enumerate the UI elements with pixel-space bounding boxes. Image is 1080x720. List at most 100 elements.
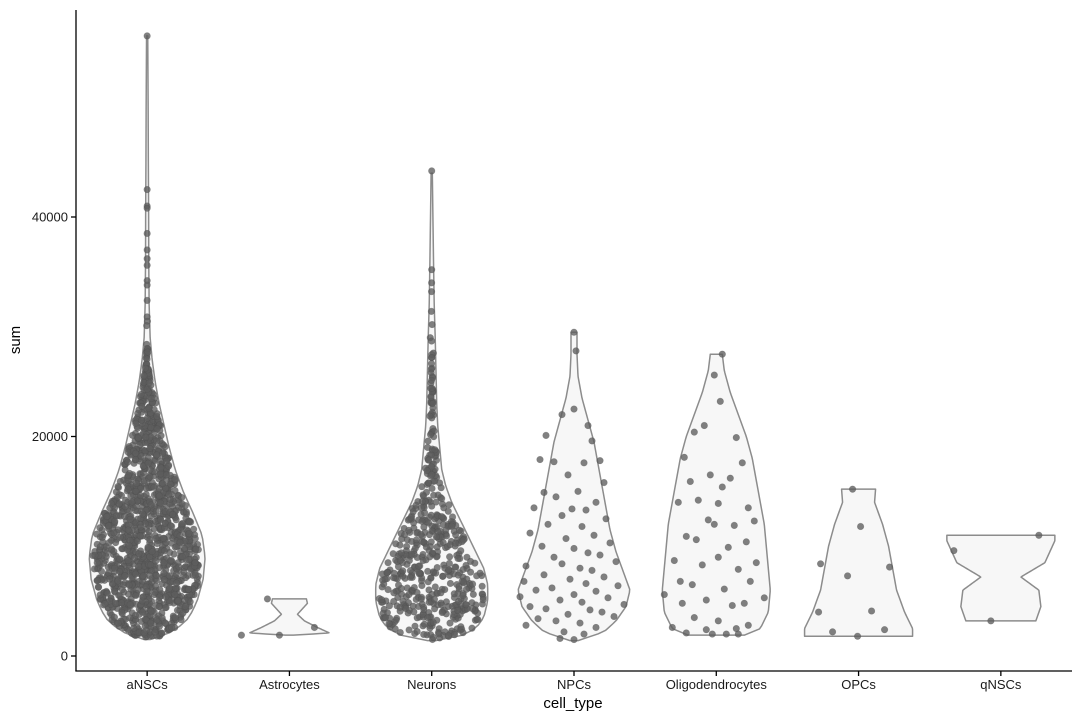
data-point: [191, 558, 199, 567]
data-point: [690, 613, 698, 622]
data-point: [165, 572, 174, 580]
data-point: [153, 437, 161, 445]
data-point: [570, 328, 578, 336]
data-point: [726, 474, 734, 482]
data-point: [413, 553, 421, 562]
x-tick-label: aNSCs: [127, 677, 169, 692]
data-point: [121, 466, 129, 474]
data-point: [424, 614, 432, 622]
data-point: [469, 590, 477, 598]
data-point: [96, 524, 104, 532]
data-point: [428, 484, 436, 493]
data-point: [437, 484, 445, 492]
data-point: [457, 547, 465, 555]
data-point: [444, 631, 452, 640]
y-tick-label: 40000: [32, 210, 68, 225]
data-point: [430, 595, 439, 603]
data-point: [147, 423, 155, 432]
data-point: [155, 622, 164, 630]
data-point: [760, 594, 768, 602]
data-point: [678, 599, 686, 607]
data-point: [172, 570, 181, 578]
data-point: [118, 608, 126, 616]
data-point: [454, 571, 462, 579]
data-point: [732, 434, 740, 442]
data-point: [167, 556, 175, 564]
data-point: [694, 496, 702, 504]
data-point: [596, 551, 604, 559]
data-point: [734, 565, 742, 573]
data-point: [426, 412, 434, 420]
data-point: [178, 519, 187, 528]
data-point: [184, 585, 193, 593]
data-point: [592, 498, 600, 506]
data-point: [146, 561, 155, 569]
data-point: [540, 488, 548, 497]
points-layer: [89, 32, 1043, 644]
data-point: [128, 498, 136, 506]
data-point: [680, 453, 688, 461]
data-point: [853, 632, 862, 640]
data-point: [538, 542, 546, 550]
data-point: [179, 609, 187, 617]
data-point: [435, 630, 443, 638]
data-point: [143, 246, 151, 254]
data-point: [142, 433, 150, 441]
data-point: [740, 599, 748, 607]
data-point: [143, 322, 151, 330]
data-point: [148, 547, 156, 556]
data-point: [550, 458, 558, 466]
data-point: [427, 353, 436, 362]
data-point: [146, 444, 154, 453]
data-point: [394, 563, 403, 571]
data-point: [744, 621, 752, 629]
data-point: [139, 572, 147, 580]
data-point: [406, 573, 414, 581]
data-point: [114, 577, 122, 585]
data-point: [143, 281, 151, 289]
data-point: [398, 535, 406, 543]
data-point: [161, 619, 169, 627]
data-point: [602, 515, 610, 523]
data-point: [385, 619, 393, 628]
data-point: [143, 229, 151, 238]
data-point: [192, 545, 200, 553]
data-point: [158, 629, 166, 638]
data-point: [411, 544, 419, 552]
data-point: [476, 569, 484, 577]
data-point: [112, 539, 120, 547]
data-point: [185, 518, 193, 526]
data-point: [429, 399, 437, 407]
data-point: [162, 593, 170, 601]
data-point: [150, 483, 158, 491]
data-point: [570, 544, 578, 553]
data-point: [445, 566, 453, 574]
data-point: [668, 623, 676, 632]
data-point: [417, 504, 426, 512]
data-point: [704, 516, 712, 524]
data-point: [121, 572, 129, 580]
data-point: [396, 603, 404, 611]
data-point: [542, 605, 550, 613]
data-point: [427, 376, 436, 385]
data-point: [471, 559, 479, 567]
data-point: [153, 451, 161, 459]
data-point: [124, 485, 132, 493]
data-point: [532, 586, 540, 594]
data-point: [718, 350, 726, 358]
data-point: [157, 499, 165, 507]
data-point: [560, 628, 568, 636]
data-point: [446, 619, 454, 627]
data-point: [438, 608, 446, 617]
data-point: [427, 307, 435, 315]
data-point: [140, 629, 148, 637]
data-point: [433, 543, 441, 551]
data-point: [405, 556, 413, 565]
data-point: [151, 588, 159, 596]
x-ticks: aNSCs Astrocytes Neurons NPCs Oligodendrocyt…: [127, 671, 1022, 692]
data-point: [728, 601, 736, 610]
data-point: [437, 589, 445, 597]
data-point: [160, 576, 168, 584]
data-point: [455, 582, 463, 591]
data-point: [429, 618, 437, 627]
